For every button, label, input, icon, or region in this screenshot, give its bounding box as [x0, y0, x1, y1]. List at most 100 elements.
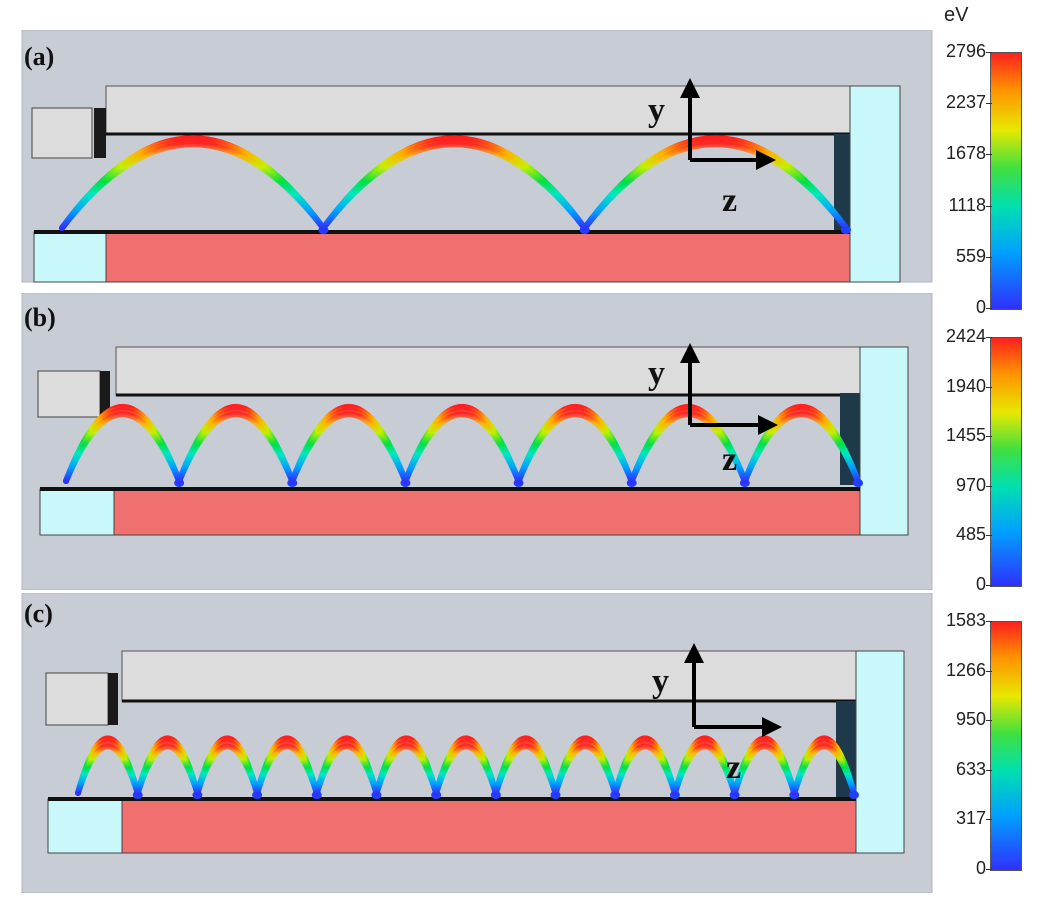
- panel-c-trajectory: [254, 743, 320, 796]
- panel-b-trajectory: [289, 411, 409, 484]
- panel-b-trajectory: [402, 411, 522, 484]
- panel-b-colorbar-tick: 970: [955, 474, 986, 495]
- panel-c-colorbar-tick: 633: [955, 758, 986, 779]
- panel-a: (a) y z 2796 2237 1678 1118 559 0: [0, 30, 1037, 317]
- panel-c-label: (c): [24, 599, 53, 628]
- panel-a-colorbar-tick: 1118: [948, 194, 986, 215]
- panel-a-colorbar-tick: 2796: [945, 41, 986, 61]
- panel-b-emitter: [37, 370, 101, 418]
- panel-b-trajectory: [515, 411, 635, 484]
- panel-c-top-electrode: [121, 650, 857, 702]
- panel-b-colorbar: [990, 337, 1022, 587]
- panel-a-colorbar-tickmark: [986, 205, 992, 207]
- panel-b-y-label: y: [648, 355, 665, 392]
- panel-b-emitter-edge: [100, 371, 110, 417]
- panel-a-collector: [849, 85, 901, 283]
- panel-c-trajectory: [134, 743, 201, 796]
- panel-c-trajectory: [791, 743, 857, 796]
- panel-b-colorbar-tick: 1940: [945, 375, 986, 396]
- panel-b-trajectory: [63, 411, 183, 484]
- panel-a-emitter: [31, 107, 93, 159]
- panel-c-colorbar-tick: 1266: [945, 659, 986, 680]
- panel-c-y-arrowhead: [684, 643, 704, 663]
- panel-b-top-electrode: [115, 346, 861, 396]
- panel-a-end-block: [834, 134, 850, 230]
- panel-c-trajectory: [671, 743, 738, 796]
- panel-b-colorbar-tickmark: [986, 535, 992, 537]
- panel-b-z-arrowhead: [758, 415, 778, 435]
- panel-a-colorbar-tick: 2237: [945, 92, 986, 113]
- panel-b-colorbar-tickmark: [986, 485, 992, 487]
- panel-a-colorbar-tick: 559: [955, 245, 986, 266]
- panel-a-scene: [21, 30, 933, 283]
- panel-b-colorbar-tick: 485: [955, 524, 986, 545]
- panel-c-colorbar-tickmark: [986, 670, 992, 672]
- panel-a-colorbar-tickmark: [986, 154, 992, 156]
- panel-c-trajectory: [75, 743, 141, 796]
- panel-a-cathode: [105, 231, 851, 283]
- panel-c-colorbar-tick: 0: [975, 858, 986, 878]
- panel-b-scene: [21, 293, 933, 590]
- panel-c-trajectory: [194, 743, 261, 796]
- panel-a-trajectory: [320, 141, 588, 231]
- panel-a-top-electrode: [105, 85, 851, 135]
- panel-a-colorbar-tick: 0: [975, 297, 986, 317]
- panel-b-trajectory: [741, 411, 861, 484]
- panel-c-z-arrowhead: [762, 717, 782, 737]
- panel-c: (c) y z 1583 1266 950 633 317 0: [0, 593, 1037, 893]
- panel-c-colorbar-tick: 950: [955, 709, 986, 730]
- panel-b-trajectory: [176, 411, 296, 484]
- panel-c-impact: [849, 791, 859, 799]
- panel-b-colorbar-tick: 0: [975, 574, 986, 594]
- panel-a-colorbar-tickmark: [986, 52, 992, 53]
- panel-c-collector: [855, 650, 905, 854]
- panel-b-colorbar-tick: 2424: [945, 326, 986, 346]
- panel-c-colorbar-tickmark: [986, 621, 992, 622]
- panel-c-y-label: y: [652, 663, 669, 700]
- panel-a-emitter-edge: [94, 108, 106, 158]
- panel-b-colorbar-tickmark: [986, 337, 992, 338]
- panel-c-trajectory: [731, 743, 798, 796]
- panel-a-z-label: z: [722, 182, 738, 219]
- panel-a-colorbar: [990, 52, 1022, 310]
- panel-b-label: (b): [24, 303, 56, 332]
- panel-c-trajectory: [492, 743, 559, 796]
- panel-a-colorbar-tickmark: [986, 256, 992, 258]
- panel-a-trajectory: [59, 141, 327, 231]
- panel-b-y-arrowhead: [680, 343, 700, 363]
- panel-b-cathode: [113, 488, 861, 536]
- panel-c-trajectory: [433, 743, 499, 796]
- panel-c-trajectory: [612, 743, 678, 796]
- panel-b-colorbar-tickmark: [986, 386, 992, 388]
- panel-a-y-label: y: [648, 92, 665, 129]
- panel-c-colorbar-tickmark: [986, 720, 992, 722]
- panel-c-cathode: [121, 798, 857, 854]
- panel-c-emitter: [45, 672, 109, 726]
- panel-a-colorbar-tickmark: [986, 103, 992, 105]
- panel-b-collector: [859, 346, 909, 536]
- panel-b-colorbar-tickmark: [986, 436, 992, 438]
- panel-b-impact: [853, 479, 863, 487]
- panel-b-colorbar-tick: 1455: [945, 425, 986, 446]
- panel-c-colorbar-tickmark: [986, 819, 992, 821]
- panel-a-impact: [841, 226, 851, 234]
- panel-c-trajectory: [373, 743, 440, 796]
- unit-label: eV: [944, 4, 969, 26]
- panel-a-y-arrowhead: [680, 78, 700, 98]
- panel-c-cathode-end: [47, 798, 123, 854]
- panel-c-colorbar-tick: 1583: [945, 610, 986, 630]
- panel-c-colorbar-tickmark: [986, 869, 992, 870]
- panel-c-colorbar: [990, 621, 1022, 871]
- panel-c-colorbar-tickmark: [986, 769, 992, 771]
- panel-a-colorbar-tick: 1678: [945, 143, 986, 164]
- panel-b-z-label: z: [722, 441, 738, 478]
- panel-c-trajectory: [552, 743, 619, 796]
- panel-b-cathode-end: [39, 488, 115, 536]
- panel-b-background: [21, 293, 933, 590]
- panel-c-trajectory: [313, 743, 380, 796]
- panel-c-scene: [21, 593, 933, 893]
- panel-a-cathode-end: [33, 231, 107, 283]
- panel-a-colorbar-tickmark: [986, 308, 992, 309]
- panel-c-emitter-edge: [108, 673, 118, 725]
- panel-c-z-label: z: [726, 749, 742, 786]
